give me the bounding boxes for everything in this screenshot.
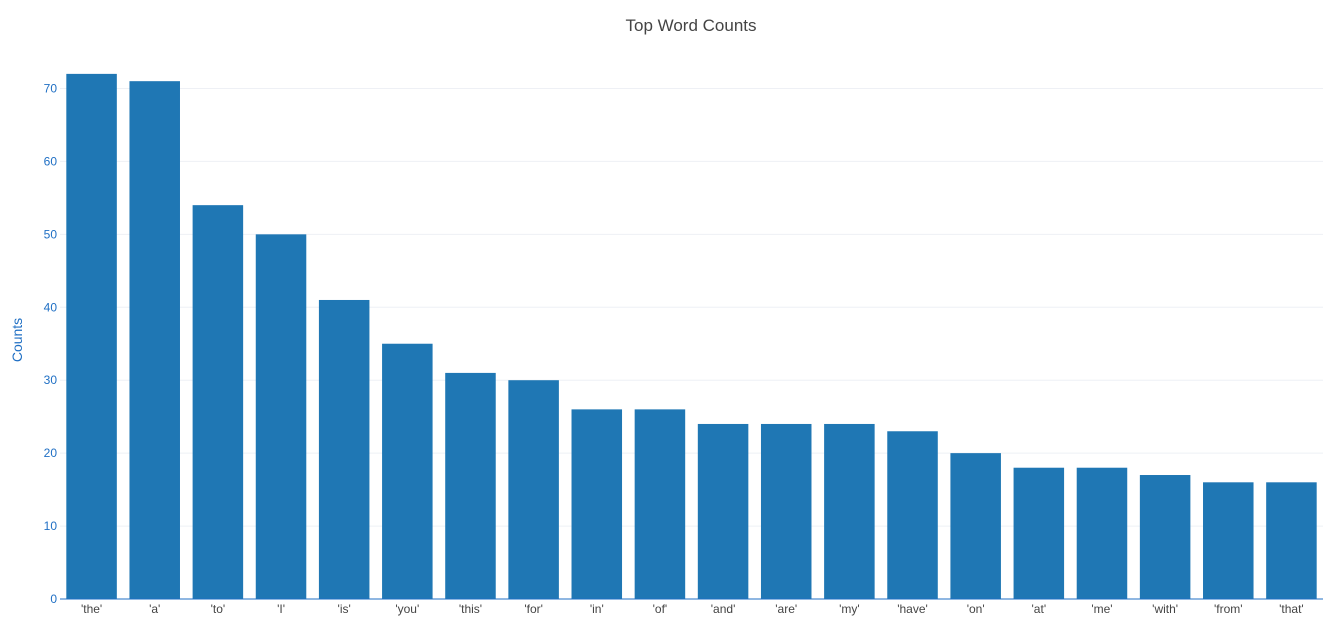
x-tick-labels: 'the' 'a' 'to' 'I' 'is' 'you' 'this' 'for' 'in' '… bbox=[81, 602, 1304, 616]
bar[interactable] bbox=[192, 205, 244, 599]
y-tick-label: 30 bbox=[44, 373, 58, 387]
bar[interactable] bbox=[382, 343, 433, 599]
y-tick-label: 50 bbox=[44, 227, 58, 241]
x-tick-label: 'of' bbox=[653, 602, 668, 616]
chart-title: Top Word Counts bbox=[625, 16, 756, 35]
x-tick-label: 'with' bbox=[1152, 602, 1178, 616]
x-tick-label: 'a' bbox=[149, 602, 160, 616]
bar[interactable] bbox=[129, 81, 180, 599]
gridlines bbox=[60, 87, 1323, 527]
x-tick-label: 'you' bbox=[395, 602, 419, 616]
x-tick-label: 'this' bbox=[459, 602, 482, 616]
bar[interactable] bbox=[1139, 475, 1191, 599]
y-tick-labels: 0 10 20 30 40 50 60 70 bbox=[44, 81, 58, 606]
x-tick-label: 'for' bbox=[524, 602, 543, 616]
bar[interactable] bbox=[318, 299, 370, 599]
bars bbox=[66, 73, 1317, 600]
x-tick-label: 'in' bbox=[590, 602, 604, 616]
x-tick-label: 'from' bbox=[1214, 602, 1243, 616]
x-tick-label: 'are' bbox=[775, 602, 797, 616]
x-tick-label: 'to' bbox=[211, 602, 226, 616]
x-tick-label: 'me' bbox=[1091, 602, 1112, 616]
y-tick-label: 10 bbox=[44, 519, 58, 533]
bar[interactable] bbox=[255, 234, 307, 600]
bar[interactable] bbox=[634, 409, 686, 599]
bar[interactable] bbox=[950, 453, 1001, 599]
bar[interactable] bbox=[1013, 467, 1065, 599]
y-tick-label: 20 bbox=[44, 446, 58, 460]
y-tick-label: 60 bbox=[44, 154, 58, 168]
bar[interactable] bbox=[887, 431, 938, 599]
x-tick-label: 'the' bbox=[81, 602, 102, 616]
bar[interactable] bbox=[824, 423, 875, 599]
bar[interactable] bbox=[1076, 467, 1128, 599]
bar[interactable] bbox=[445, 372, 496, 599]
bar[interactable] bbox=[697, 423, 749, 599]
x-tick-label: 'at' bbox=[1032, 602, 1047, 616]
bar[interactable] bbox=[66, 73, 117, 599]
bar[interactable] bbox=[571, 409, 623, 599]
x-tick-label: 'have' bbox=[897, 602, 928, 616]
x-tick-label: 'my' bbox=[839, 602, 860, 616]
bar[interactable] bbox=[1266, 482, 1317, 599]
x-tick-label: 'that' bbox=[1279, 602, 1304, 616]
x-tick-label: 'is' bbox=[338, 602, 351, 616]
bar[interactable] bbox=[760, 423, 812, 599]
x-tick-label: 'I' bbox=[277, 602, 285, 616]
y-tick-label: 0 bbox=[50, 592, 57, 606]
y-tick-label: 40 bbox=[44, 300, 58, 314]
x-tick-label: 'on' bbox=[967, 602, 985, 616]
bar[interactable] bbox=[1203, 482, 1254, 599]
bar[interactable] bbox=[508, 380, 559, 599]
y-tick-label: 70 bbox=[44, 81, 58, 95]
y-axis-label: Counts bbox=[9, 318, 25, 362]
x-tick-label: 'and' bbox=[711, 602, 736, 616]
